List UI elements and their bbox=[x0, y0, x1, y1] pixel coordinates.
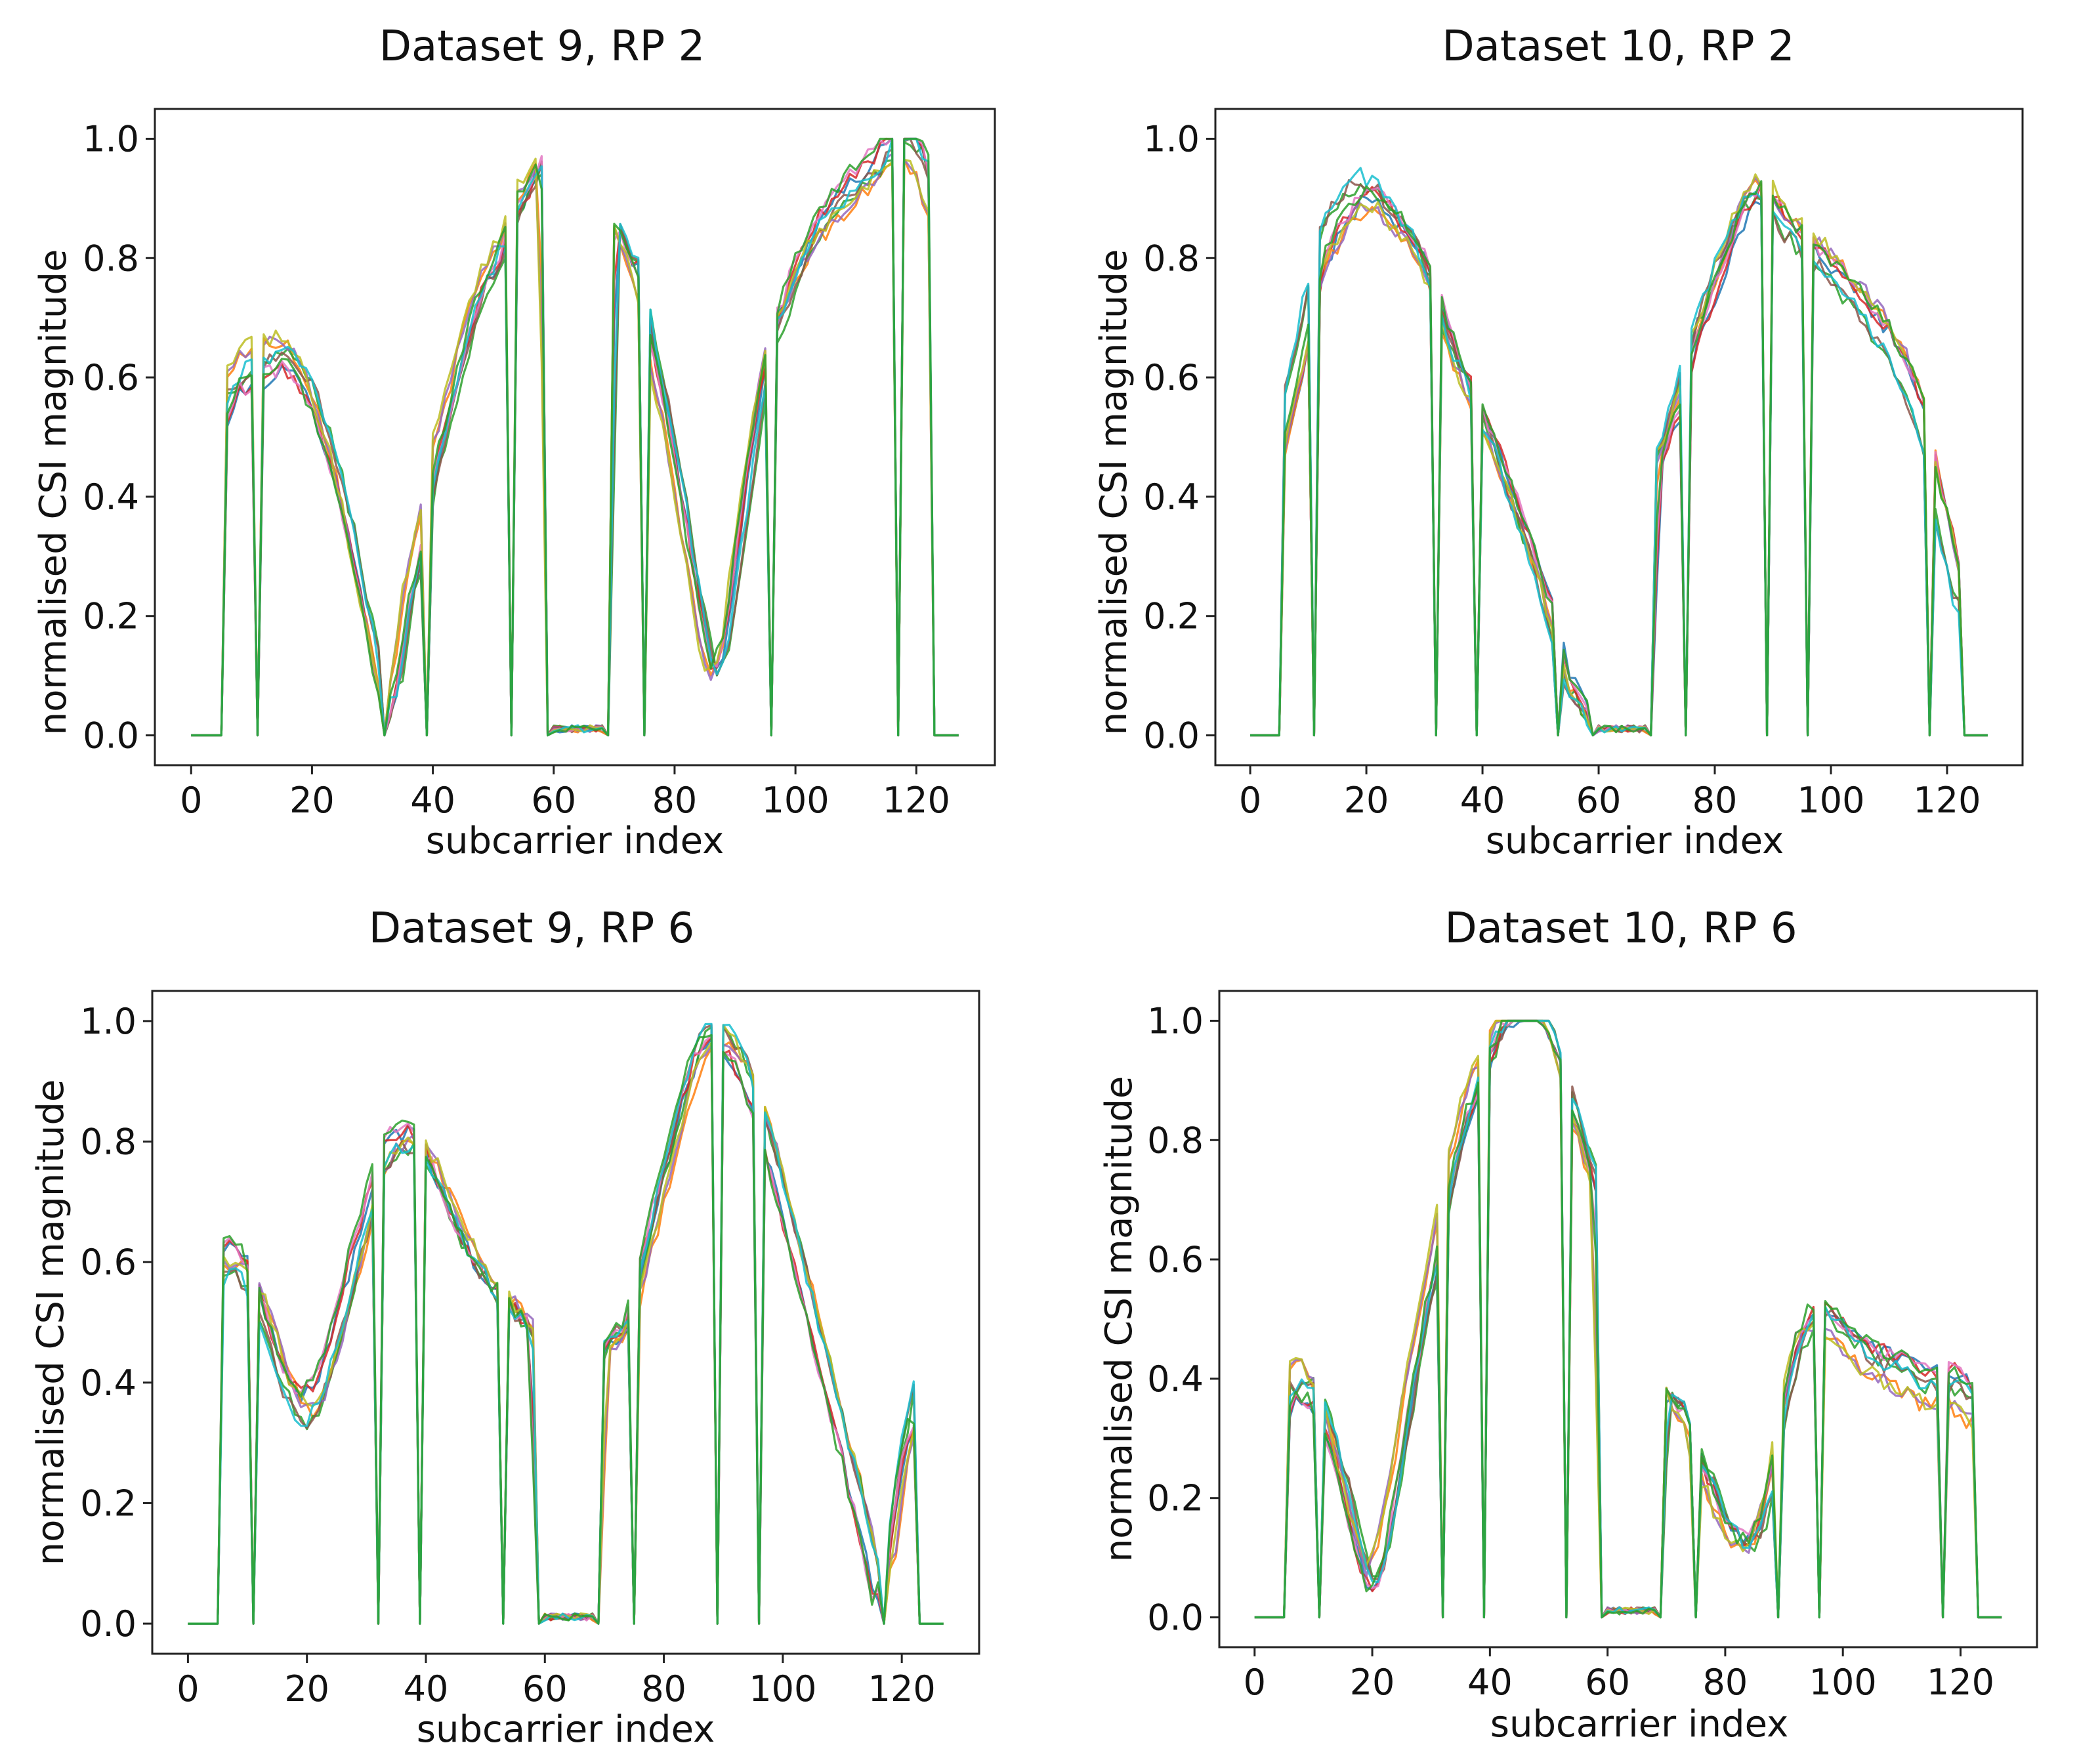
x-tick-label: 20 bbox=[284, 1668, 329, 1710]
y-tick-label: 0.4 bbox=[1147, 1358, 1204, 1400]
x-tick-label: 80 bbox=[652, 780, 698, 821]
x-tick-label: 120 bbox=[1913, 780, 1981, 821]
y-tick-label: 0.0 bbox=[1147, 1597, 1204, 1639]
series-line-8 bbox=[191, 158, 959, 737]
y-tick-label: 0.2 bbox=[83, 596, 139, 637]
x-tick-label: 120 bbox=[868, 1668, 936, 1710]
y-tick-label: 0.4 bbox=[1143, 476, 1200, 518]
x-axis-label: subcarrier index bbox=[1486, 820, 1784, 862]
y-tick-label: 0.0 bbox=[83, 715, 139, 757]
panel-title: Dataset 9, RP 6 bbox=[369, 904, 695, 953]
x-tick-label: 0 bbox=[1239, 780, 1261, 821]
y-tick-label: 0.4 bbox=[83, 476, 139, 518]
axes-frame bbox=[1218, 990, 2038, 1648]
series-line-10 bbox=[1250, 180, 1988, 737]
y-axis-label: normalised CSI magnitude bbox=[32, 249, 75, 736]
x-axis-label: subcarrier index bbox=[417, 1708, 715, 1751]
y-tick-label: 0.0 bbox=[80, 1603, 136, 1645]
series-line-10 bbox=[188, 1034, 944, 1625]
series-line-2 bbox=[191, 158, 959, 737]
y-tick-label: 0.8 bbox=[1143, 238, 1200, 279]
y-tick-label: 0.6 bbox=[80, 1242, 136, 1283]
x-tick-label: 40 bbox=[410, 780, 455, 821]
panel-dataset-10-rp-2: Dataset 10, RP 2 subcarrier index normal… bbox=[1093, 22, 2024, 862]
y-tick-label: 0.6 bbox=[1143, 357, 1200, 398]
panel-dataset-9-rp-6: Dataset 9, RP 6 subcarrier index normali… bbox=[30, 904, 980, 1751]
x-tick-label: 80 bbox=[1703, 1662, 1748, 1703]
panel-title: Dataset 10, RP 6 bbox=[1444, 904, 1797, 953]
x-tick-label: 40 bbox=[1460, 780, 1505, 821]
y-tick-label: 1.0 bbox=[1143, 118, 1200, 159]
y-tick-label: 0.6 bbox=[1147, 1239, 1204, 1280]
y-tick-label: 1.0 bbox=[1147, 1000, 1204, 1041]
x-tick-label: 100 bbox=[1797, 780, 1864, 821]
x-tick-label: 120 bbox=[1927, 1662, 1994, 1703]
y-tick-label: 0.0 bbox=[1143, 715, 1200, 757]
y-tick-label: 0.6 bbox=[83, 357, 139, 398]
x-tick-label: 60 bbox=[1585, 1662, 1630, 1703]
plot-area bbox=[188, 1022, 944, 1625]
x-tick-label: 60 bbox=[531, 780, 576, 821]
axes-frame bbox=[151, 990, 980, 1655]
x-tick-label: 100 bbox=[749, 1668, 816, 1710]
y-tick-label: 0.8 bbox=[83, 238, 139, 279]
plot-area bbox=[1254, 1019, 2002, 1619]
panel-title: Dataset 9, RP 2 bbox=[379, 22, 705, 71]
x-tick-label: 60 bbox=[522, 1668, 568, 1710]
series-line-10 bbox=[1254, 1019, 2002, 1619]
x-tick-label: 60 bbox=[1576, 780, 1622, 821]
y-tick-label: 0.2 bbox=[80, 1482, 136, 1524]
plot-area bbox=[1250, 167, 1988, 737]
x-tick-label: 80 bbox=[641, 1668, 686, 1710]
y-tick-label: 0.8 bbox=[1147, 1120, 1204, 1161]
x-tick-label: 0 bbox=[180, 780, 202, 821]
plot-area bbox=[191, 137, 959, 737]
axes-frame bbox=[154, 108, 996, 766]
y-tick-label: 1.0 bbox=[80, 1001, 136, 1042]
series-line-9 bbox=[188, 1022, 944, 1625]
x-tick-label: 40 bbox=[404, 1668, 449, 1710]
x-tick-label: 20 bbox=[289, 780, 335, 821]
y-tick-label: 0.8 bbox=[80, 1122, 136, 1163]
x-tick-label: 40 bbox=[1467, 1662, 1513, 1703]
y-tick-label: 1.0 bbox=[83, 118, 139, 159]
panel-title: Dataset 10, RP 2 bbox=[1442, 22, 1794, 71]
x-tick-label: 20 bbox=[1350, 1662, 1395, 1703]
y-axis-label: normalised CSI magnitude bbox=[1098, 1076, 1141, 1563]
x-tick-label: 20 bbox=[1344, 780, 1389, 821]
x-tick-label: 0 bbox=[1244, 1662, 1266, 1703]
axes-frame bbox=[1214, 108, 2024, 766]
x-tick-label: 120 bbox=[883, 780, 950, 821]
panel-dataset-9-rp-2: Dataset 9, RP 2 subcarrier index normali… bbox=[32, 22, 996, 862]
y-axis-label: normalised CSI magnitude bbox=[30, 1080, 72, 1566]
x-tick-label: 100 bbox=[1809, 1662, 1877, 1703]
x-tick-label: 100 bbox=[762, 780, 830, 821]
series-line-8 bbox=[1254, 1019, 2002, 1619]
x-axis-label: subcarrier index bbox=[426, 820, 724, 862]
y-tick-label: 0.2 bbox=[1147, 1478, 1204, 1519]
y-tick-label: 0.4 bbox=[80, 1362, 136, 1404]
y-tick-label: 0.2 bbox=[1143, 596, 1200, 637]
y-axis-label: normalised CSI magnitude bbox=[1093, 249, 1135, 736]
x-tick-label: 0 bbox=[177, 1668, 199, 1710]
x-tick-label: 80 bbox=[1692, 780, 1738, 821]
x-axis-label: subcarrier index bbox=[1490, 1703, 1788, 1746]
panel-dataset-10-rp-6: Dataset 10, RP 6 subcarrier index normal… bbox=[1098, 904, 2038, 1746]
series-line-10 bbox=[191, 137, 959, 737]
